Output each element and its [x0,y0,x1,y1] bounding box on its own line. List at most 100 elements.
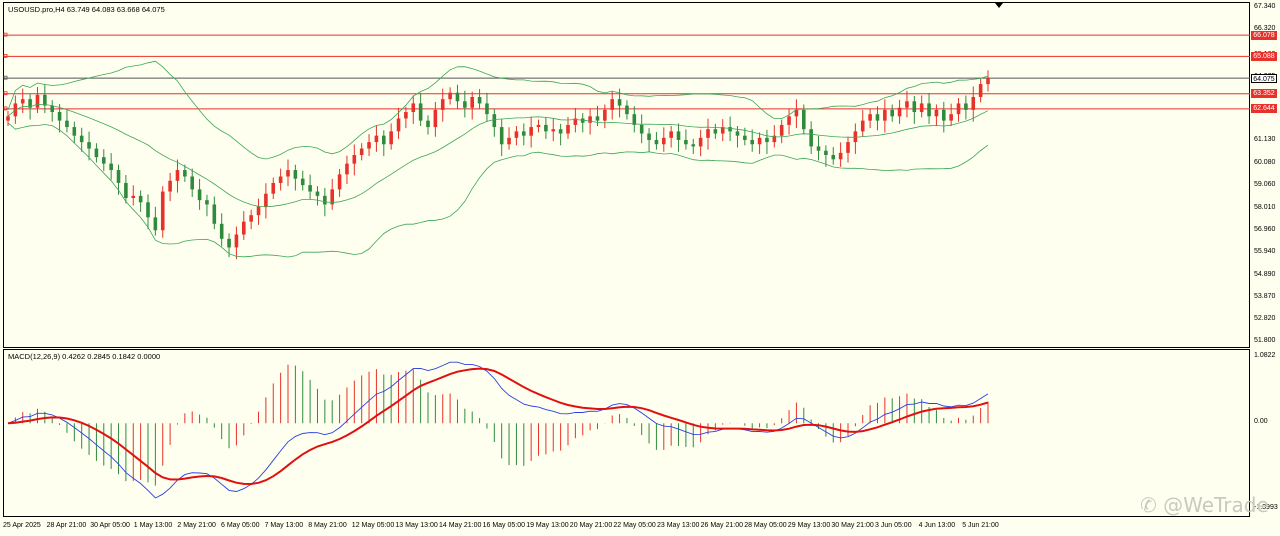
candle-body [580,118,585,123]
price-tick-label: 61.130 [1254,136,1276,144]
candle-body [101,157,106,164]
candle-body [35,94,40,108]
candle-body [374,135,379,143]
candle-body [868,114,872,121]
candle-body [706,129,710,138]
candle-body [470,96,475,108]
candle-body [153,217,158,231]
candle-body [890,109,895,117]
candle-body [654,139,659,145]
horizontal-line-anchor [3,91,8,96]
candle-body [440,99,445,110]
candle-body [728,127,732,132]
candle-body [205,200,209,205]
candle-body [875,114,880,121]
time-tick-label: 4 Jun 13:00 [918,522,956,529]
candle-body [175,170,180,181]
candle-body [934,109,939,117]
macd-axis[interactable]: 1.0822 0.00 -1.3993 [1250,349,1280,517]
candle-body [212,204,217,224]
candle-body [949,114,953,121]
candle-body [529,127,533,136]
candle-body [499,127,504,145]
candle-body [536,124,541,128]
time-tick-label: 8 May 21:00 [308,522,347,529]
macd-tick-label: 1.0822 [1254,352,1276,359]
hline-price-label: 64.075 [1251,73,1277,83]
candle-body [337,174,342,190]
time-tick-label: 13 May 13:00 [395,522,438,529]
candle-body [838,152,843,160]
time-tick-label: 30 Apr 05:00 [90,522,130,529]
price-tick-label: 58.010 [1254,203,1276,211]
time-tick-label: 12 May 05:00 [351,522,395,529]
candle-body [632,114,637,125]
candle-body [463,101,467,108]
price-tick-label: 53.870 [1254,292,1276,300]
time-tick-label: 20 May 21:00 [569,522,613,529]
candle-body [750,139,755,145]
candle-body [278,176,283,183]
macd-pane[interactable]: MACD(12,26,9) 0.4262 0.2845 0.1842 0.000… [3,349,1250,517]
candle-body [477,96,482,104]
candle-body [20,99,25,104]
candle-body [455,92,460,102]
bollinger-lower-band [7,122,989,258]
candle-body [514,131,519,138]
candle-body [588,116,592,123]
bollinger-middle-band [7,103,989,208]
candle-body [352,155,357,164]
candle-body [359,148,364,156]
time-tick-label: 28 Apr 21:00 [46,522,87,529]
candle-body [544,124,548,132]
macd-title: MACD(12,26,9) 0.4262 0.2845 0.1842 0.000… [8,352,161,361]
candle-body [87,142,91,149]
candle-body [72,127,77,136]
candle-body [485,103,489,115]
hline-price-label: 63.352 [1251,89,1277,99]
time-tick-label: 25 Apr 2025 [3,522,41,529]
time-axis[interactable]: 25 Apr 2025 28 Apr 21:00 30 Apr 05:00 1 May… [3,518,1250,536]
time-tick-label: 23 May 13:00 [657,522,700,529]
candle-body [691,144,696,147]
candle-body [743,135,747,140]
time-tick-label: 6 May 05:00 [221,522,260,529]
candle-body [853,131,858,143]
price-tick-label: 59.060 [1254,180,1276,188]
candle-body [146,202,150,218]
candle-body [94,148,99,158]
candle-body [315,191,320,196]
candle-body [595,116,600,121]
candle-body [919,103,924,113]
horizontal-line-anchor [3,106,8,111]
candle-body [787,116,791,125]
time-tick-label: 3 Jun 05:00 [875,522,912,529]
candle-body [757,137,762,145]
candle-body [418,103,423,121]
candle-body [28,99,32,108]
candle-body [661,137,666,145]
candle-body [50,105,55,113]
candle-body [131,195,136,198]
candle-body [345,163,349,175]
candle-body [676,131,681,140]
chart-shift-marker[interactable] [995,3,1003,8]
candle-body [190,176,195,190]
candle-body [794,109,799,117]
time-tick-label: 16 May 05:00 [482,522,526,529]
price-chart-pane[interactable]: USOUSD.pro,H4 63.749 64.083 63.668 64.07… [3,2,1250,348]
candle-body [308,185,312,192]
horizontal-line-anchor [3,54,8,58]
candle-body [249,215,253,222]
price-tick-label: 67.340 [1254,3,1276,10]
candle-body [6,116,10,121]
candle-body [264,193,268,207]
candle-body [639,124,644,134]
candle-body [927,103,931,117]
candle-body [735,131,740,136]
hline-price-label: 66.078 [1251,30,1277,40]
candle-body [227,238,231,248]
candle-body [197,189,202,201]
candle-body [323,195,327,205]
time-tick-label: 26 May 21:00 [700,522,744,529]
